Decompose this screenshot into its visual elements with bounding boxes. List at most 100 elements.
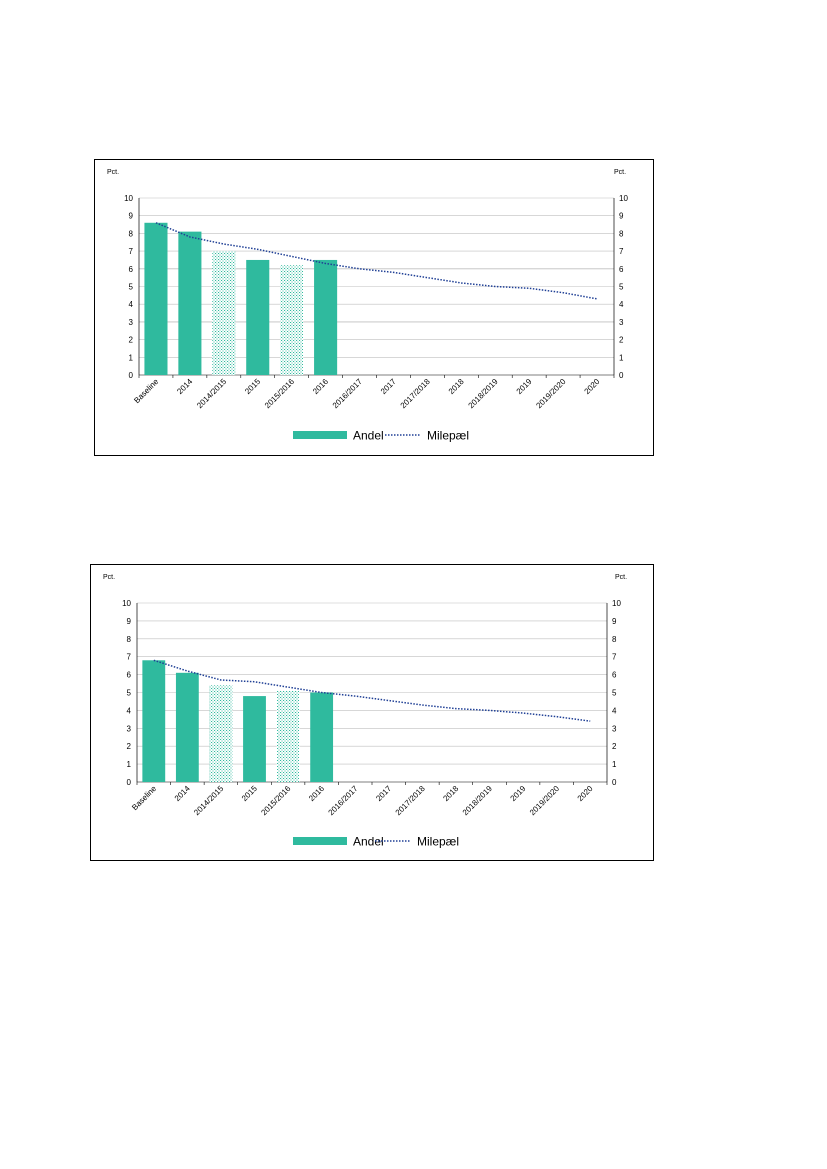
x-tick-label: 2018: [441, 784, 460, 803]
x-tick-label: 2017/2018: [399, 377, 432, 410]
x-tick-label: 2017: [379, 377, 398, 396]
x-tick-label: 2014: [173, 784, 192, 803]
y-tick-label-left: 8: [129, 229, 134, 238]
y-tick-label-left: 7: [127, 653, 132, 662]
chart-1: Pct. Pct. 0 0 1 1 2 2 3 3 4 4 5 5 6 6 7 7 8 8 9 9 10 10 Baseline…: [94, 159, 654, 456]
y-tick-label-right: 6: [619, 265, 624, 274]
bar-2014: [178, 231, 202, 375]
y-tick-label-left: 6: [127, 671, 132, 680]
x-tick-label: 2014: [175, 377, 194, 396]
y-tick-label-right: 0: [612, 778, 617, 787]
y-tick-label-left: 2: [127, 742, 132, 751]
y-tick-label-right: 2: [612, 742, 617, 751]
legend-swatch-andel: [293, 431, 347, 439]
x-tick-label: 2015/2016: [263, 377, 296, 410]
y-tick-label-right: 9: [619, 212, 624, 221]
x-tick-label: 2020: [583, 377, 602, 396]
y-tick-label-left: 1: [129, 353, 134, 362]
y-tick-label-left: 7: [129, 247, 134, 256]
y-tick-label-left: 2: [129, 336, 134, 345]
right-axis-unit: Pct.: [614, 169, 626, 176]
x-tick-label: 2019/2020: [534, 377, 567, 410]
x-tick-label: 2016/2017: [327, 784, 360, 817]
x-tick-label: Baseline: [132, 377, 160, 405]
x-tick-label: 2015: [243, 377, 262, 396]
y-tick-label-right: 9: [612, 617, 617, 626]
x-tick-label: 2018/2019: [467, 377, 500, 410]
y-tick-label-left: 4: [127, 706, 132, 715]
x-tick-label: 2019: [509, 784, 528, 803]
x-tick-label: 2014/2015: [192, 784, 225, 817]
y-tick-label-right: 10: [612, 599, 621, 608]
left-axis-unit: Pct.: [103, 574, 115, 581]
y-tick-label-left: 8: [127, 635, 132, 644]
y-tick-label-right: 1: [619, 353, 624, 362]
x-tick-label: 2017/2018: [394, 784, 427, 817]
legend-label-milepael: Milepæl: [427, 429, 469, 443]
y-tick-label-left: 4: [129, 300, 134, 309]
y-tick-label-right: 3: [619, 318, 624, 327]
x-tick-label: 2016/2017: [331, 377, 364, 410]
bar-2015-2016: [276, 690, 300, 782]
bar-2016: [314, 259, 338, 375]
y-tick-label-left: 0: [129, 371, 134, 380]
y-tick-label-left: 9: [127, 617, 132, 626]
bar-2014: [175, 672, 199, 782]
chart-2: Pct. Pct. 0 0 1 1 2 2 3 3 4 4 5 5 6 6 7 7 8 8 9 9 10 10 Baseline…: [90, 564, 654, 861]
legend-label-andel: Andel: [353, 835, 384, 849]
x-tick-label: 2019/2020: [528, 784, 561, 817]
legend-label-andel: Andel: [353, 429, 384, 443]
x-tick-label: 2017: [374, 784, 393, 803]
x-tick-label: 2018/2019: [461, 784, 494, 817]
y-tick-label-left: 3: [127, 724, 132, 733]
y-tick-label-right: 6: [612, 671, 617, 680]
x-tick-label: 2019: [515, 377, 534, 396]
chart-1-svg: Pct. Pct. 0 0 1 1 2 2 3 3 4 4 5 5 6 6 7 7 8 8 9 9 10 10 Baseline…: [107, 169, 628, 443]
y-tick-label-right: 0: [619, 371, 624, 380]
x-tick-label: Baseline: [130, 784, 158, 812]
x-tick-label: 2020: [576, 784, 595, 803]
y-tick-label-left: 10: [124, 194, 133, 203]
x-tick-label: 2016: [307, 784, 326, 803]
bar-2016: [310, 692, 334, 782]
x-tick-label: 2016: [311, 377, 330, 396]
y-tick-label-right: 3: [612, 724, 617, 733]
y-tick-label-right: 7: [612, 653, 617, 662]
milestone-line: [155, 222, 598, 300]
y-tick-label-left: 5: [127, 689, 132, 698]
y-tick-label-right: 5: [612, 689, 617, 698]
y-tick-label-right: 8: [612, 635, 617, 644]
bar-2015-2016: [280, 265, 304, 375]
chart-2-svg: Pct. Pct. 0 0 1 1 2 2 3 3 4 4 5 5 6 6 7 7 8 8 9 9 10 10 Baseline…: [103, 574, 627, 849]
y-tick-label-left: 9: [129, 212, 134, 221]
y-tick-label-right: 5: [619, 283, 624, 292]
legend-label-milepael: Milepæl: [417, 835, 459, 849]
y-tick-label-right: 4: [612, 706, 617, 715]
legend-swatch-andel: [293, 837, 347, 845]
y-tick-label-left: 3: [129, 318, 134, 327]
x-tick-label: 2015/2016: [259, 784, 292, 817]
y-tick-label-right: 7: [619, 247, 624, 256]
right-axis-unit: Pct.: [615, 574, 627, 581]
bar-2015: [246, 259, 270, 375]
bar-Baseline: [142, 660, 166, 782]
x-tick-label: 2014/2015: [195, 377, 228, 410]
x-tick-label: 2018: [447, 377, 466, 396]
y-tick-label-right: 1: [612, 760, 617, 769]
milestone-line: [153, 659, 591, 722]
x-tick-label: 2015: [240, 784, 259, 803]
bar-2015: [243, 696, 266, 782]
y-tick-label-right: 10: [619, 194, 628, 203]
y-tick-label-right: 4: [619, 300, 624, 309]
bar-2014-2015: [212, 251, 236, 375]
y-tick-label-left: 10: [122, 599, 131, 608]
left-axis-unit: Pct.: [107, 169, 119, 176]
y-tick-label-left: 5: [129, 283, 134, 292]
bar-2014-2015: [209, 685, 233, 782]
y-tick-label-right: 8: [619, 229, 624, 238]
y-tick-label-left: 1: [127, 760, 132, 769]
bar-Baseline: [144, 222, 168, 375]
y-tick-label-right: 2: [619, 336, 624, 345]
y-tick-label-left: 0: [127, 778, 132, 787]
y-tick-label-left: 6: [129, 265, 134, 274]
